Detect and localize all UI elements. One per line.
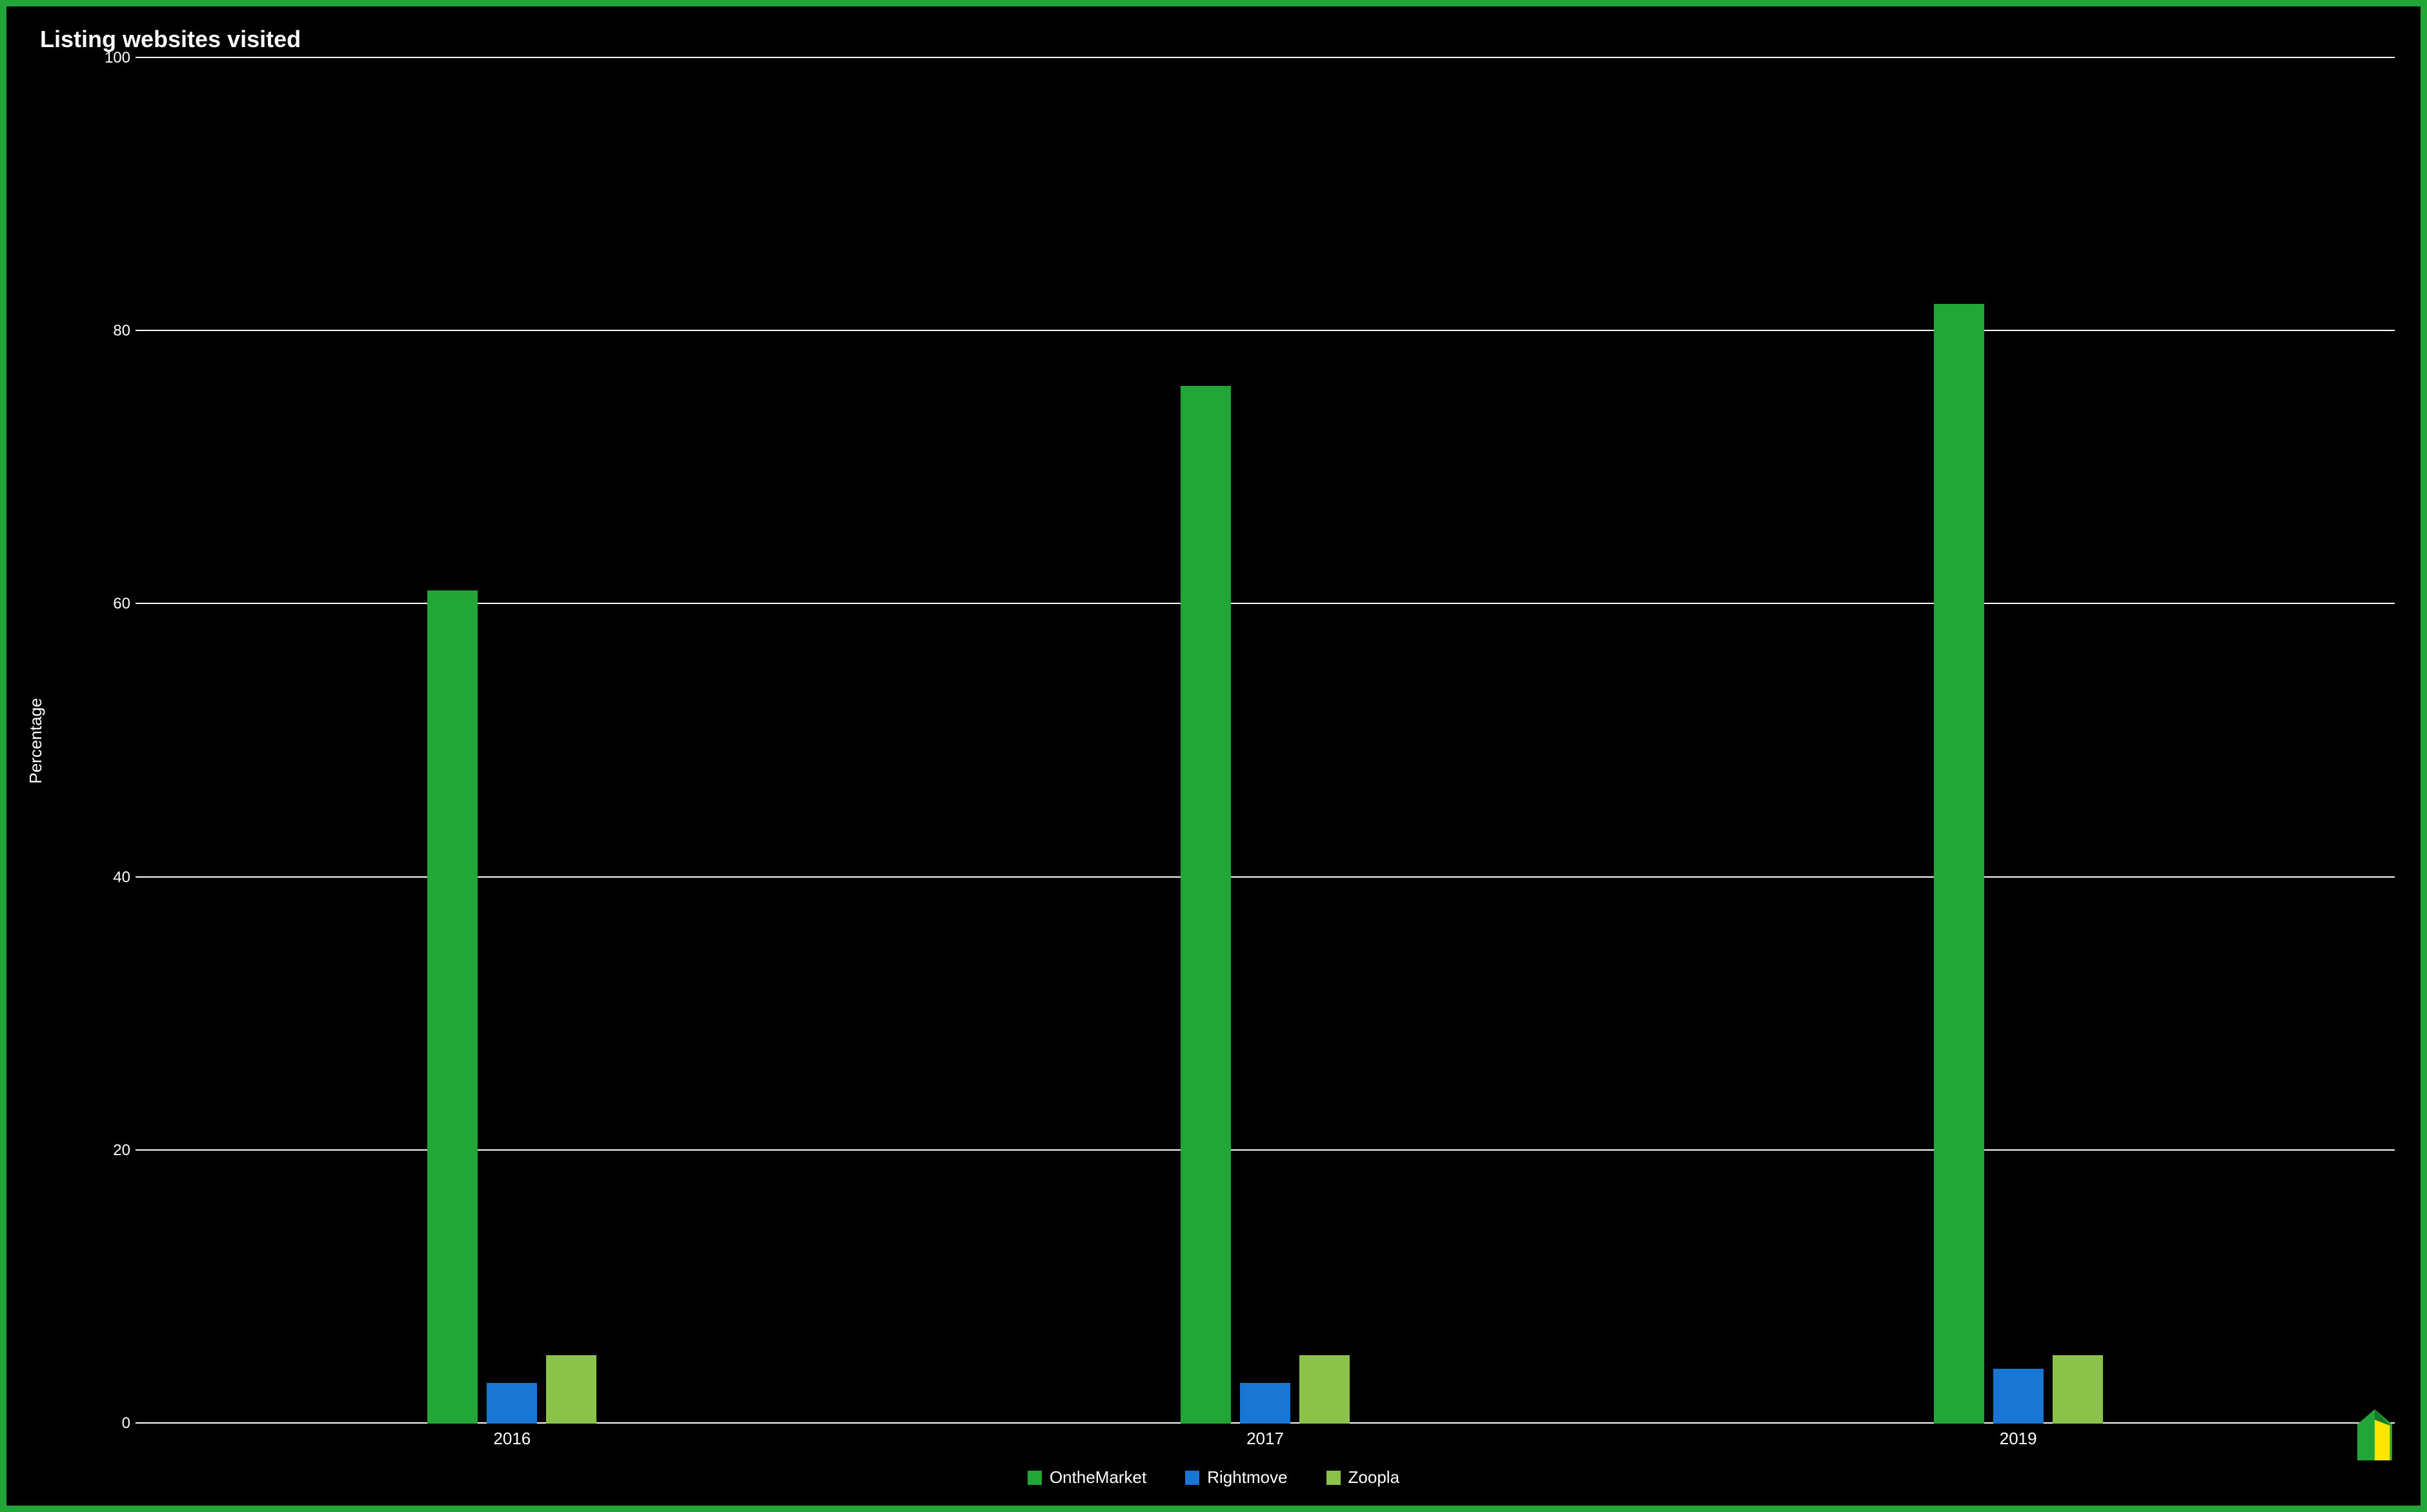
legend-swatch [1326, 1471, 1341, 1485]
x-tick-label: 2017 [1246, 1429, 1284, 1449]
bar [1240, 1383, 1290, 1424]
chart-body: Percentage 020406080100 [32, 58, 2395, 1424]
legend-swatch [1185, 1471, 1199, 1485]
y-tick-label: 60 [113, 595, 130, 613]
bar [2053, 1355, 2103, 1424]
bar-group [1181, 58, 1350, 1424]
legend-item: Zoopla [1326, 1467, 1400, 1487]
legend-swatch [1028, 1471, 1042, 1485]
bar [427, 590, 478, 1424]
onthemarket-door-icon [2346, 1402, 2404, 1460]
bar [1934, 304, 1984, 1424]
bar [546, 1355, 596, 1424]
chart-frame: Listing websites visited Percentage 0204… [0, 0, 2427, 1512]
bar [1299, 1355, 1350, 1424]
plot-area [136, 58, 2395, 1424]
legend: OntheMarket Rightmove Zoopla [32, 1456, 2395, 1493]
y-axis-label: Percentage [26, 698, 46, 784]
bar-group [427, 58, 596, 1424]
x-axis: 2016 2017 2019 [32, 1424, 2395, 1456]
legend-item: OntheMarket [1028, 1467, 1146, 1487]
bar [1181, 386, 1231, 1424]
chart-title: Listing websites visited [40, 26, 2395, 53]
y-tick-label: 80 [113, 322, 130, 340]
bar-group [1934, 58, 2103, 1424]
y-tick-label: 100 [105, 49, 130, 67]
x-tick-label: 2016 [493, 1429, 531, 1449]
legend-label: Zoopla [1348, 1467, 1400, 1487]
bar [1993, 1369, 2044, 1424]
legend-label: Rightmove [1207, 1467, 1287, 1487]
legend-label: OntheMarket [1050, 1467, 1146, 1487]
y-tick-label: 20 [113, 1142, 130, 1160]
bar [487, 1383, 537, 1424]
x-tick-label: 2019 [2000, 1429, 2037, 1449]
legend-item: Rightmove [1185, 1467, 1287, 1487]
y-axis: Percentage 020406080100 [32, 58, 136, 1424]
y-tick-label: 40 [113, 869, 130, 887]
